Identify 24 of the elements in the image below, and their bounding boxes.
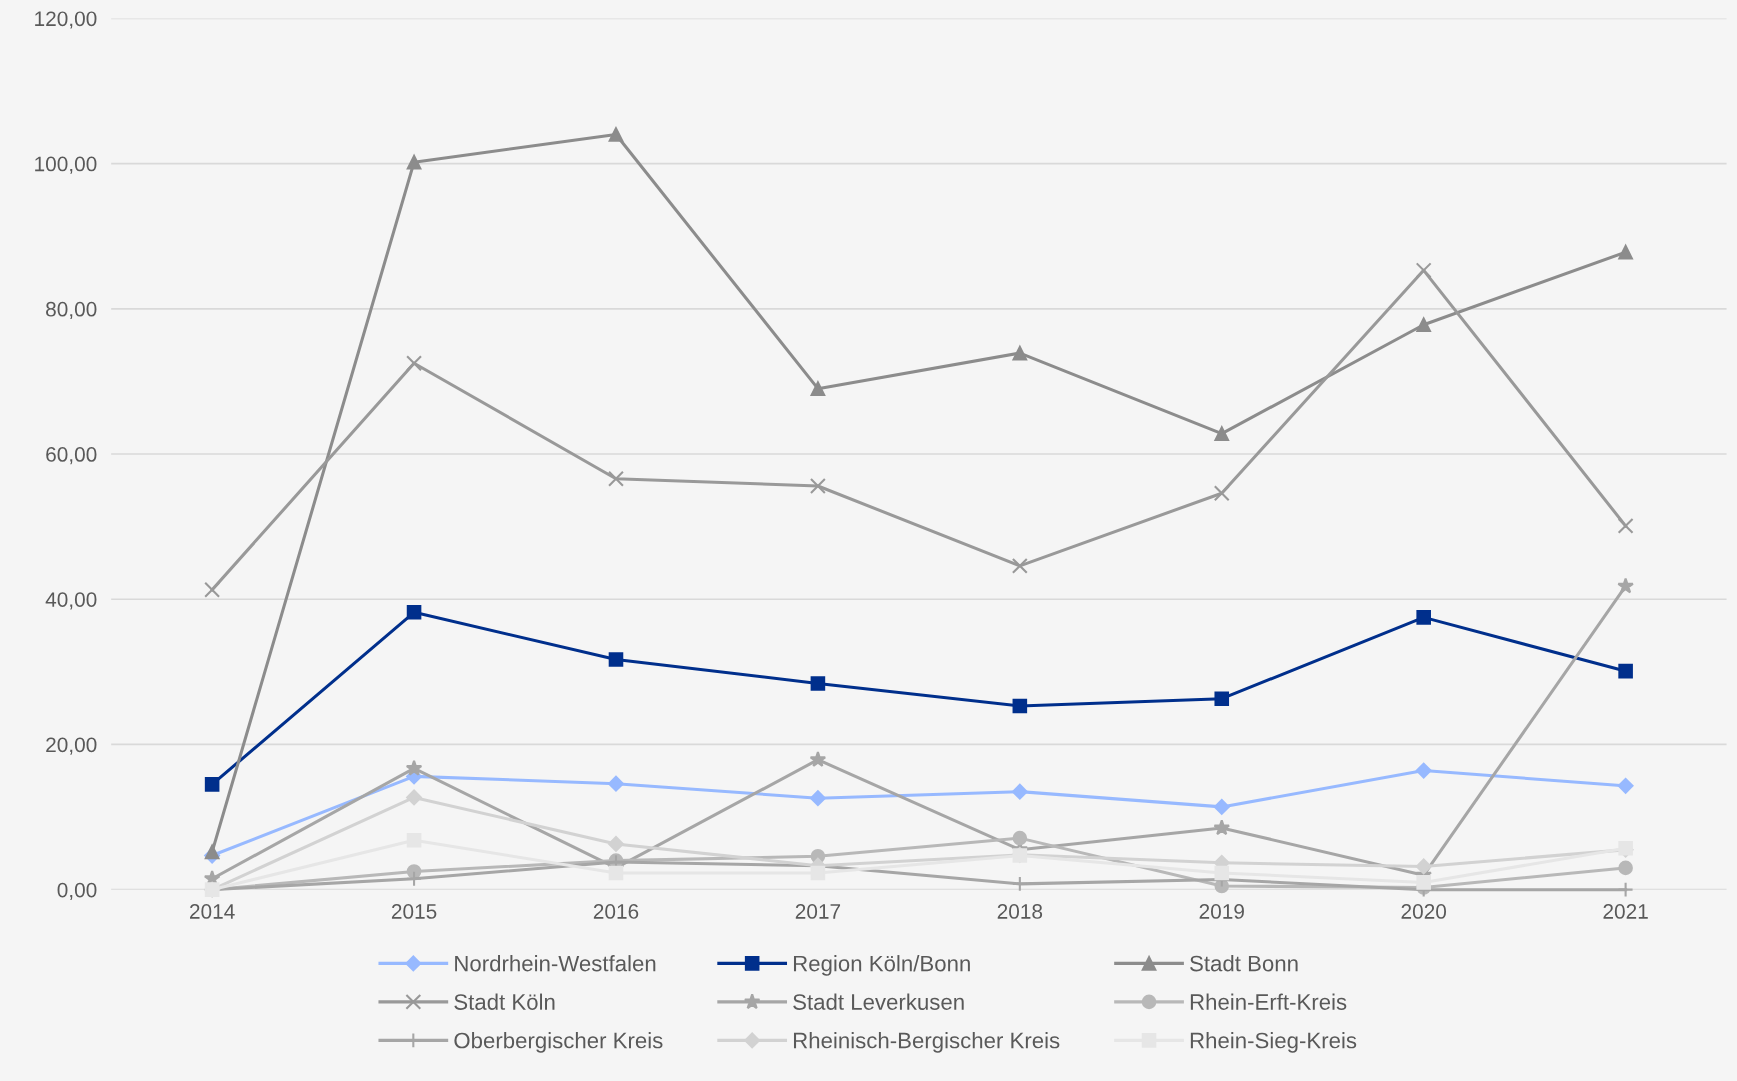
x-tick-label: 2019 xyxy=(1199,904,1244,919)
y-tick-label: 0,00 xyxy=(57,882,97,900)
legend-label: Nordrhein-Westfalen xyxy=(455,955,656,972)
y-tick-label: 100,00 xyxy=(35,156,97,174)
legend-label: Oberbergischer Kreis xyxy=(454,1032,663,1053)
x-tick-label: 2018 xyxy=(997,904,1043,919)
legend-label: Rheinisch-Bergischer Kreis xyxy=(793,1032,1060,1053)
legend-label: Stadt Leverkusen xyxy=(793,993,964,1010)
legend-label: Rhein-Erft-Kreis xyxy=(1190,993,1347,1010)
legend-label: Stadt Bonn xyxy=(1190,955,1298,972)
y-tick-label: 40,00 xyxy=(45,592,97,610)
x-tick-label: 2015 xyxy=(391,904,437,919)
x-tick-label: 2016 xyxy=(593,904,639,919)
legend-label: Rhein-Sieg-Kreis xyxy=(1190,1032,1357,1053)
y-tick-label: 20,00 xyxy=(46,737,97,755)
x-tick-label: 2020 xyxy=(1401,904,1447,919)
y-tick-label: 80,00 xyxy=(46,301,97,320)
x-tick-label: 2021 xyxy=(1603,904,1648,919)
x-tick-label: 2017 xyxy=(795,904,841,919)
y-tick-label: 60,00 xyxy=(46,447,97,465)
legend-label: Region Köln/Bonn xyxy=(793,955,970,976)
y-tick-label: 120,00 xyxy=(35,11,97,29)
x-tick-label: 2014 xyxy=(190,904,235,919)
legend-label: Stadt Köln xyxy=(454,993,555,1010)
